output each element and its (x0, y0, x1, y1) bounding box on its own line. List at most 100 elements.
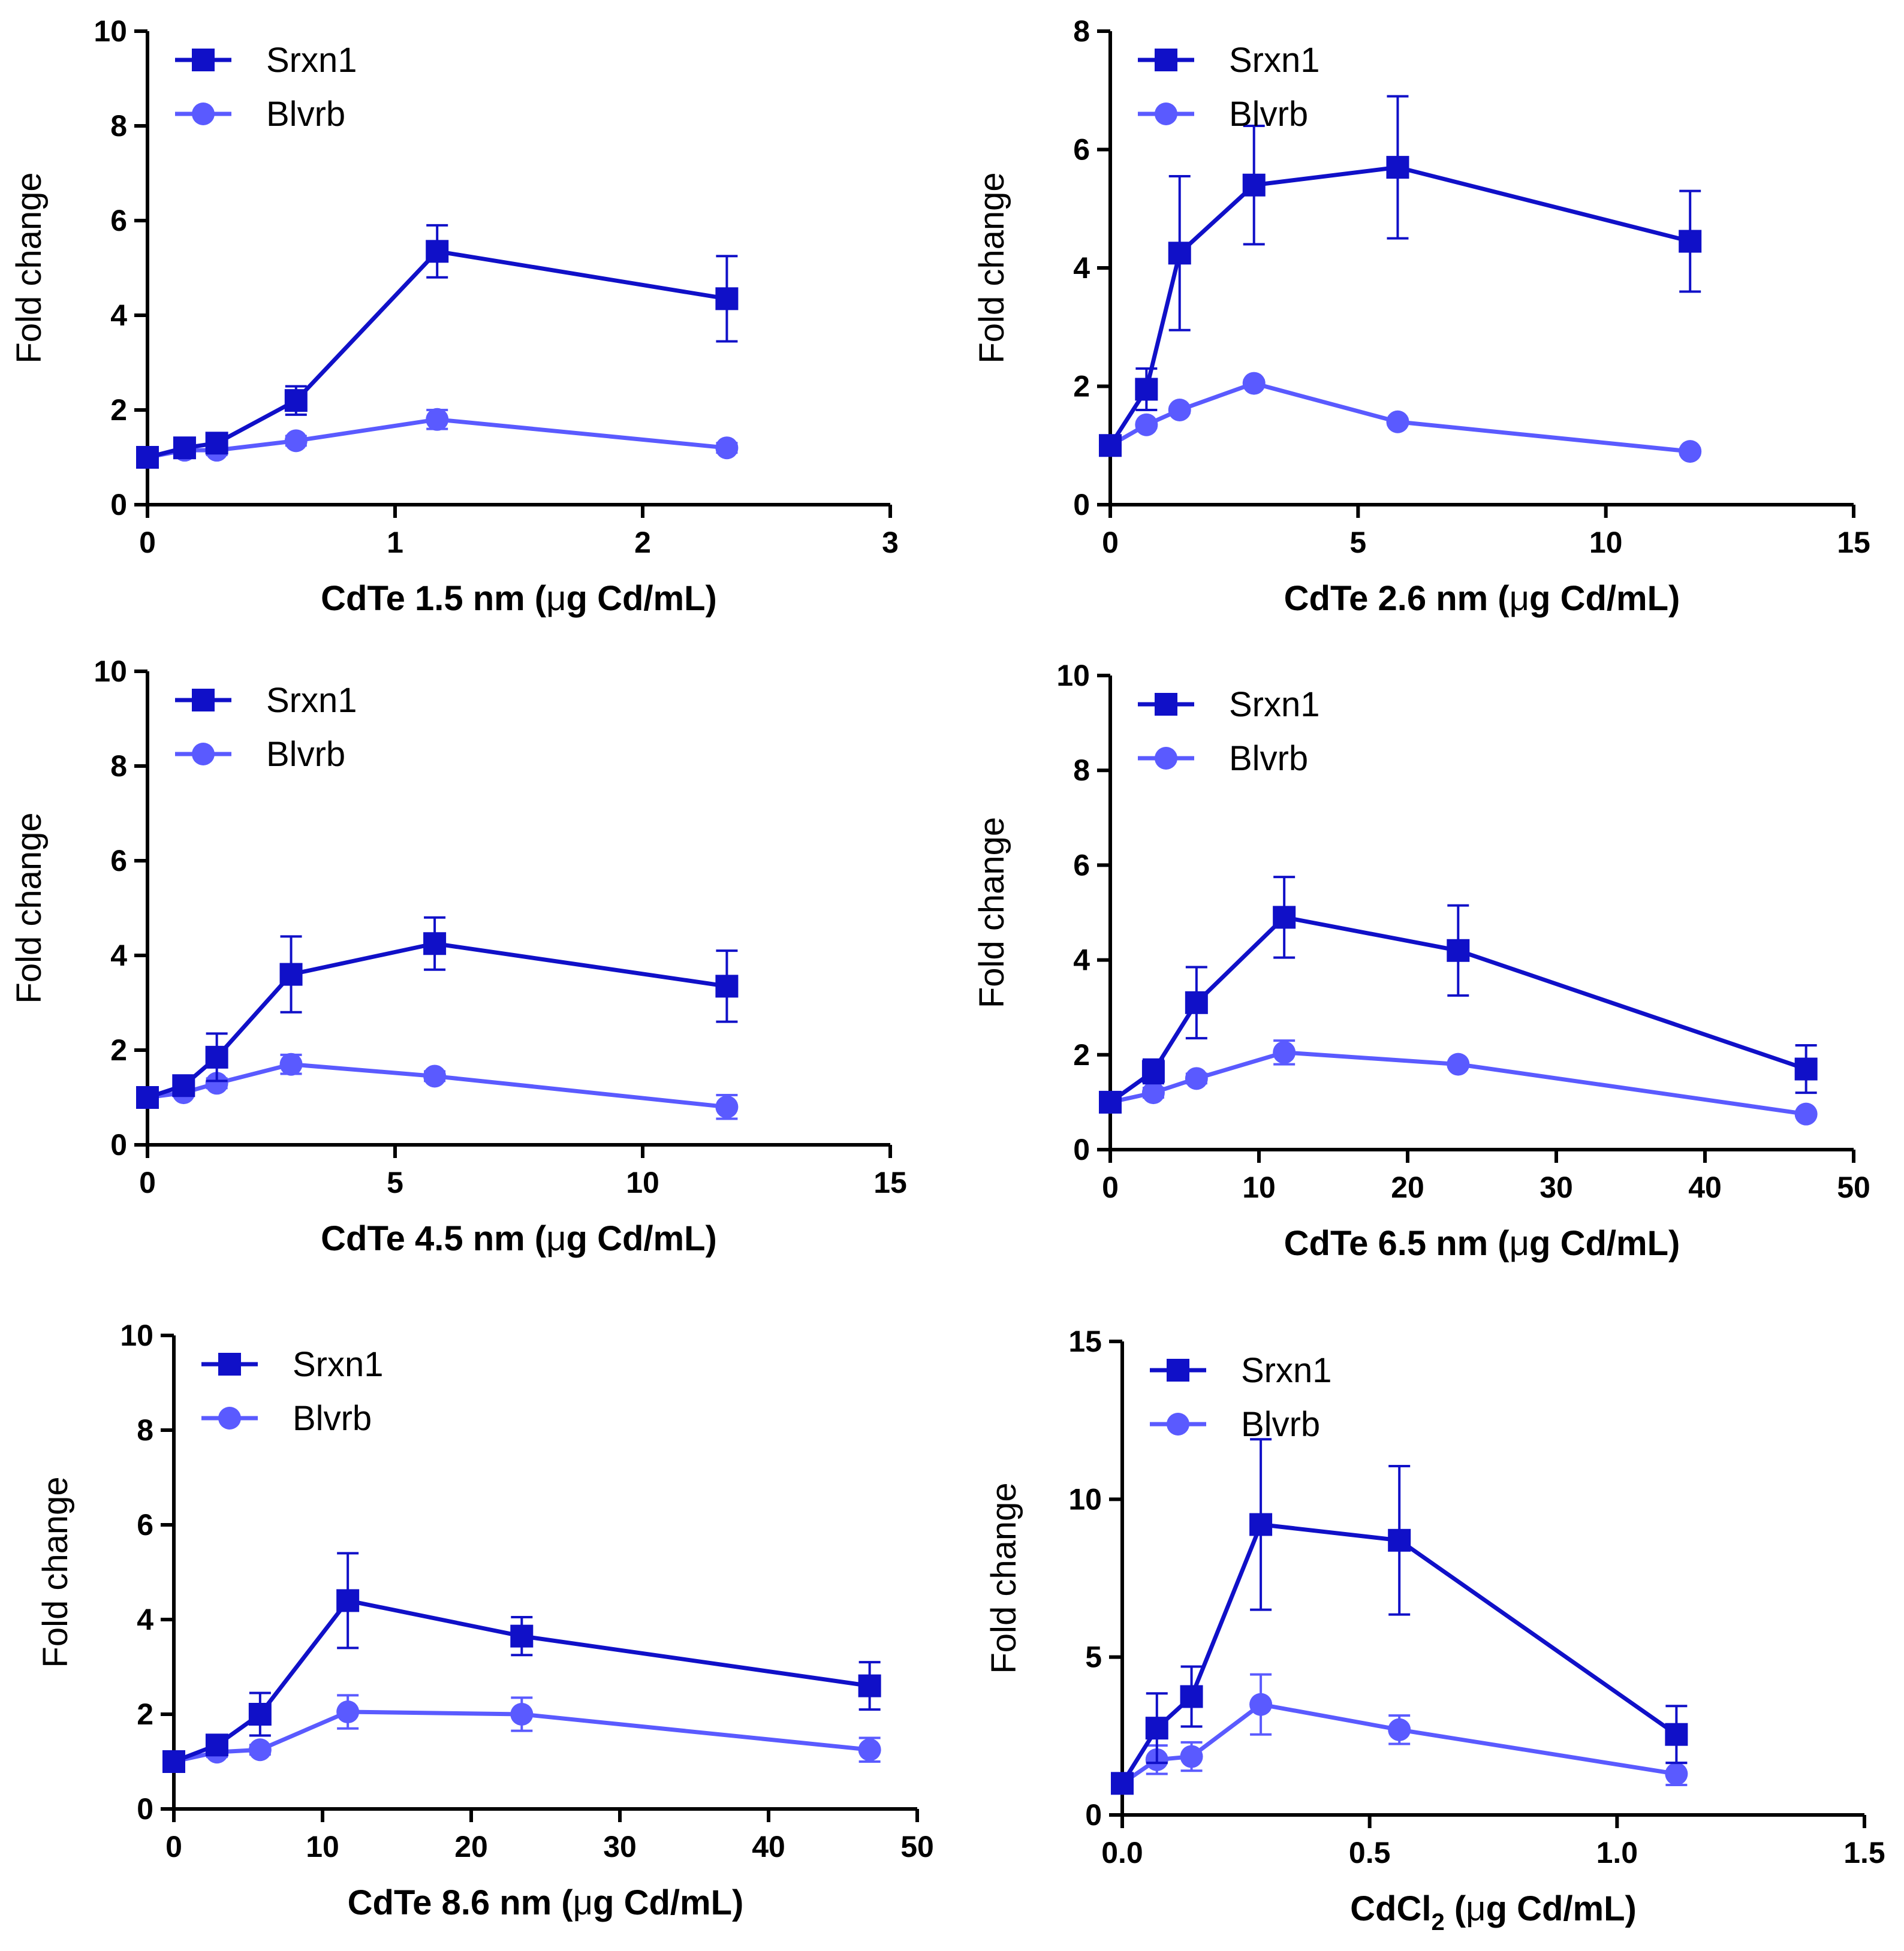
y-tick-label: 2 (110, 1033, 127, 1067)
data-point-square (172, 1074, 195, 1097)
data-point-circle (1388, 1718, 1411, 1741)
y-tick-label: 0 (110, 1128, 127, 1162)
legend: Srxn1 Blvrb (175, 681, 357, 774)
x-axis-title-mu: μ (1466, 1889, 1486, 1928)
x-axis-title-part: g Cd/mL) (593, 1883, 743, 1922)
data-point-square (136, 446, 159, 469)
data-point-circle (1168, 399, 1191, 421)
data-point-square (1180, 1685, 1203, 1708)
x-tick-label: 20 (454, 1830, 488, 1863)
data-point-square (248, 1703, 272, 1726)
y-tick-label: 8 (110, 109, 127, 143)
x-axis-title-subscript: 2 (1431, 1909, 1444, 1935)
legend-label: Blvrb (293, 1399, 372, 1438)
data-point-circle (279, 1053, 303, 1076)
data-point-circle (1386, 410, 1409, 433)
x-axis-title-mu: μ (573, 1883, 593, 1922)
legend: Srxn1 Blvrb (1150, 1351, 1332, 1444)
legend: Srxn1 Blvrb (1138, 41, 1320, 134)
x-tick-label: 2 (634, 526, 651, 559)
x-axis-title-part: ( (1445, 1889, 1466, 1928)
legend-label: Srxn1 (1229, 685, 1320, 724)
data-point-circle (1249, 1693, 1273, 1716)
x-tick-label: 15 (1837, 526, 1870, 559)
x-tick-label: 50 (1837, 1171, 1870, 1204)
legend-label: Srxn1 (266, 41, 357, 80)
y-tick-label: 0 (1073, 1133, 1090, 1166)
y-tick-label: 0 (137, 1792, 153, 1826)
data-point-circle (1180, 1745, 1203, 1768)
y-tick-label: 2 (1073, 1038, 1090, 1072)
y-tick-label: 0 (1073, 488, 1090, 521)
y-tick-label: 4 (1073, 251, 1090, 285)
y-tick-label: 6 (110, 844, 127, 878)
legend-label: Srxn1 (266, 681, 357, 720)
y-tick-label: 10 (120, 1319, 153, 1352)
x-tick-label: 10 (1242, 1171, 1276, 1204)
y-tick-label: 0 (110, 488, 127, 521)
x-tick-label: 10 (1589, 526, 1623, 559)
y-tick-label: 6 (137, 1508, 153, 1542)
series-srxn1 (162, 1552, 881, 1773)
x-axis-title: CdTe 6.5 nm (μg Cd/mL) (1284, 1224, 1680, 1263)
y-tick-label: 4 (137, 1603, 153, 1636)
data-point-square (205, 432, 228, 455)
x-axis-title-part: CdTe 6.5 nm ( (1284, 1224, 1510, 1263)
legend-label: Blvrb (266, 95, 345, 134)
legend-marker-square (1167, 1359, 1189, 1382)
data-point-square (1099, 434, 1122, 457)
x-tick-label: 5 (387, 1166, 403, 1199)
x-axis-title-part: CdTe 4.5 nm ( (321, 1219, 547, 1258)
y-tick-label: 2 (137, 1697, 153, 1731)
legend-label: Srxn1 (293, 1345, 384, 1384)
series-srxn1 (136, 224, 739, 469)
legend-marker-circle (218, 1407, 241, 1430)
x-tick-label: 0 (139, 526, 156, 559)
data-point-circle (426, 408, 449, 431)
data-point-square (858, 1674, 881, 1697)
y-tick-label: 10 (1068, 1482, 1102, 1516)
x-tick-label: 0 (1102, 1171, 1119, 1204)
data-point-circle (1679, 440, 1702, 463)
data-point-circle (423, 1065, 447, 1088)
x-axis-title: CdTe 1.5 nm (μg Cd/mL) (321, 579, 717, 618)
series-srxn1 (1099, 95, 1702, 457)
legend-marker-circle (192, 102, 215, 125)
series-srxn1 (136, 916, 739, 1109)
chart-panel-2: 0 2 4 6 8 0 5 10 15 CdTe 2.6 nm (μg Cd/mL) Fold ch… (972, 14, 1870, 618)
data-point-square (162, 1750, 185, 1773)
data-point-square (1111, 1772, 1134, 1795)
x-axis-title: CdCl2 (μg Cd/mL) (1350, 1889, 1637, 1935)
x-tick-label: 15 (873, 1166, 907, 1199)
y-tick-label: 6 (110, 204, 127, 237)
data-point-square (136, 1086, 159, 1109)
x-tick-label: 5 (1349, 526, 1366, 559)
legend-marker-square (1155, 693, 1177, 716)
x-tick-label: 0 (1102, 526, 1119, 559)
data-point-circle (1273, 1041, 1296, 1064)
x-tick-label: 40 (1688, 1171, 1722, 1204)
x-tick-label: 1 (387, 526, 403, 559)
data-point-square (1447, 939, 1470, 962)
data-point-square (1386, 156, 1409, 179)
data-point-square (1273, 906, 1296, 929)
x-axis-title-part: g Cd/mL) (567, 579, 717, 618)
legend-label: Blvrb (1229, 95, 1308, 134)
x-axis-title-mu: μ (1510, 1224, 1529, 1263)
legend-label: Blvrb (1241, 1405, 1320, 1444)
x-tick-label: 1.0 (1596, 1836, 1638, 1869)
x-axis-title-part: CdTe 2.6 nm ( (1284, 579, 1510, 618)
legend: Srxn1 Blvrb (1138, 685, 1320, 778)
y-tick-label: 15 (1068, 1325, 1102, 1358)
data-point-circle (336, 1700, 360, 1724)
x-tick-label: 0.0 (1101, 1836, 1143, 1869)
legend-label: Srxn1 (1229, 41, 1320, 80)
x-axis-title-part: CdTe 1.5 nm ( (321, 579, 547, 618)
x-tick-label: 0 (165, 1830, 182, 1863)
data-point-square (173, 436, 196, 460)
data-point-circle (858, 1738, 881, 1762)
data-point-square (510, 1624, 534, 1648)
data-point-square (205, 1733, 228, 1757)
x-axis-title-part: CdTe 8.6 nm ( (348, 1883, 574, 1922)
legend: Srxn1 Blvrb (175, 41, 357, 134)
